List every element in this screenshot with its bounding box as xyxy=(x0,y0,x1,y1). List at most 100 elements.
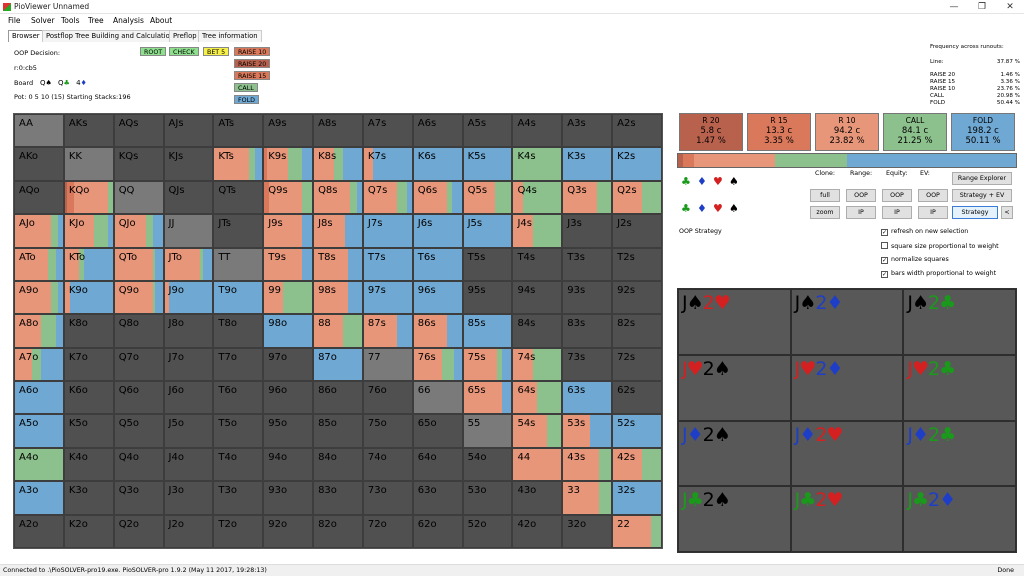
zoom-button[interactable]: zoom xyxy=(810,206,840,219)
tree-raise10-button[interactable]: RAISE 10 xyxy=(234,47,271,56)
hand-cell[interactable]: K2s xyxy=(612,147,662,181)
combo-cell[interactable]: J♥2♠ xyxy=(678,354,791,421)
hand-cell[interactable]: J9o xyxy=(163,280,214,315)
hand-cell[interactable]: KQs xyxy=(113,147,164,181)
hand-cell[interactable]: K3s xyxy=(562,147,613,181)
hand-cell[interactable]: QTs xyxy=(213,180,264,215)
hand-cell[interactable]: ATs xyxy=(213,114,264,148)
hand-cell[interactable]: 77 xyxy=(362,347,413,382)
hand-cell[interactable]: J9s xyxy=(263,214,314,248)
hand-cell[interactable]: 72o xyxy=(362,514,413,548)
hand-cell[interactable]: ATo xyxy=(14,247,64,281)
hand-cell[interactable]: Q6o xyxy=(113,381,164,415)
tree-raise15-button[interactable]: RAISE 15 xyxy=(234,71,271,80)
hand-cell[interactable]: 65o xyxy=(412,414,463,448)
hand-cell[interactable]: 86o xyxy=(313,381,363,415)
hand-cell[interactable]: 33 xyxy=(562,481,613,515)
combo-cell[interactable]: J♠2♣ xyxy=(903,289,1016,355)
hand-cell[interactable]: 95s xyxy=(462,280,513,315)
hand-cell[interactable]: Q3s xyxy=(562,180,613,215)
club-icon[interactable]: ♣ xyxy=(681,202,691,215)
hand-cell[interactable]: K6s xyxy=(412,147,463,181)
hand-cell[interactable]: 65s xyxy=(462,381,513,415)
hand-cell[interactable]: 32s xyxy=(612,481,662,515)
hand-cell[interactable]: T8s xyxy=(313,247,363,281)
hand-cell[interactable]: 99 xyxy=(263,280,314,315)
hand-cell[interactable]: J4o xyxy=(163,447,214,482)
range-explorer-button[interactable]: Range Explorer xyxy=(952,172,1012,185)
tree-root-button[interactable]: ROOT xyxy=(140,47,167,56)
range-oop-button[interactable]: OOP xyxy=(846,189,876,202)
hand-cell[interactable]: J8s xyxy=(313,214,363,248)
hand-cell[interactable]: K7o xyxy=(63,347,114,382)
ev-oop-button[interactable]: OOP xyxy=(918,189,948,202)
hand-cell[interactable]: K8s xyxy=(313,147,363,181)
combo-cell[interactable]: J♣2♥ xyxy=(790,486,904,552)
hand-cell[interactable]: 63s xyxy=(562,381,613,415)
hand-cell[interactable]: 93o xyxy=(263,481,314,515)
hand-cell[interactable]: T4o xyxy=(213,447,264,482)
hand-cell[interactable]: K5o xyxy=(63,414,114,448)
hand-cell[interactable]: QJs xyxy=(163,180,214,215)
combo-cell[interactable]: J♥2♣ xyxy=(903,354,1016,421)
hand-cell[interactable]: 95o xyxy=(263,414,314,448)
hand-cell[interactable]: 97s xyxy=(362,280,413,315)
hand-cell[interactable]: Q5o xyxy=(113,414,164,448)
tree-bet-button[interactable]: BET 5 xyxy=(203,47,230,56)
hand-cell[interactable]: T2s xyxy=(612,247,662,281)
hand-cell[interactable]: KK xyxy=(63,147,114,181)
hand-cell[interactable]: 54s xyxy=(512,414,563,448)
hand-cell[interactable]: A4o xyxy=(14,447,64,482)
hand-cell[interactable]: T2o xyxy=(213,514,264,548)
hand-cell[interactable]: J3o xyxy=(163,481,214,515)
strategy-button[interactable]: Strategy xyxy=(952,206,998,219)
hand-cell[interactable]: A3s xyxy=(562,114,613,148)
full-button[interactable]: full xyxy=(810,189,840,202)
hand-cell[interactable]: T6o xyxy=(213,381,264,415)
hand-cell[interactable]: Q2o xyxy=(113,514,164,548)
hand-cell[interactable]: K9s xyxy=(263,147,314,181)
combo-cell[interactable]: J♠2♥ xyxy=(678,289,791,355)
hand-cell[interactable]: 43o xyxy=(512,481,563,515)
hand-cell[interactable]: 52s xyxy=(612,414,662,448)
hand-cell[interactable]: 98o xyxy=(263,314,314,348)
hand-cell[interactable]: Q6s xyxy=(412,180,463,215)
hand-cell[interactable]: A8s xyxy=(313,114,363,148)
collapse-button[interactable]: < xyxy=(1001,206,1013,219)
hand-cell[interactable]: 96s xyxy=(412,280,463,315)
tree-fold-button[interactable]: FOLD xyxy=(234,95,259,104)
hand-cell[interactable]: 92s xyxy=(612,280,662,315)
hand-cell[interactable]: K2o xyxy=(63,514,114,548)
strategy-box-r20[interactable]: R 20 5.8 c 1.47 % xyxy=(679,113,743,151)
hand-cell[interactable]: Q5s xyxy=(462,180,513,215)
hand-cell[interactable]: KTo xyxy=(63,247,114,281)
hand-cell[interactable]: T3s xyxy=(562,247,613,281)
hand-cell[interactable]: T7s xyxy=(362,247,413,281)
normalize-checkbox[interactable]: ✓ normalize squares xyxy=(881,256,949,264)
combo-cell[interactable]: J♥2♦ xyxy=(790,354,904,421)
hand-cell[interactable]: J7s xyxy=(362,214,413,248)
hand-cell[interactable]: K8o xyxy=(63,314,114,348)
hand-cell[interactable]: Q7s xyxy=(362,180,413,215)
hand-cell[interactable]: A9s xyxy=(263,114,314,148)
hand-cell[interactable]: 97o xyxy=(263,347,314,382)
hand-cell[interactable]: K6o xyxy=(63,381,114,415)
combo-cell[interactable]: J♠2♦ xyxy=(790,289,904,355)
strategy-box-fold[interactable]: FOLD 198.2 c 50.11 % xyxy=(951,113,1015,151)
hand-cell[interactable]: 85o xyxy=(313,414,363,448)
tab-browser[interactable]: Browser xyxy=(8,30,44,42)
hand-cell[interactable]: 53o xyxy=(462,481,513,515)
hand-cell[interactable]: 44 xyxy=(512,447,563,482)
hand-cell[interactable]: 93s xyxy=(562,280,613,315)
hand-cell[interactable]: T3o xyxy=(213,481,264,515)
hand-cell[interactable]: 43s xyxy=(562,447,613,482)
hand-cell[interactable]: 92o xyxy=(263,514,314,548)
hand-cell[interactable]: 76o xyxy=(362,381,413,415)
menu-analysis[interactable]: Analysis xyxy=(113,16,144,25)
hand-cell[interactable]: 75s xyxy=(462,347,513,382)
hand-cell[interactable]: 87s xyxy=(362,314,413,348)
menu-about[interactable]: About xyxy=(150,16,173,25)
equity-oop-button[interactable]: OOP xyxy=(882,189,912,202)
tree-raise20-button[interactable]: RAISE 20 xyxy=(234,59,271,68)
heart-icon[interactable]: ♥ xyxy=(713,202,723,215)
